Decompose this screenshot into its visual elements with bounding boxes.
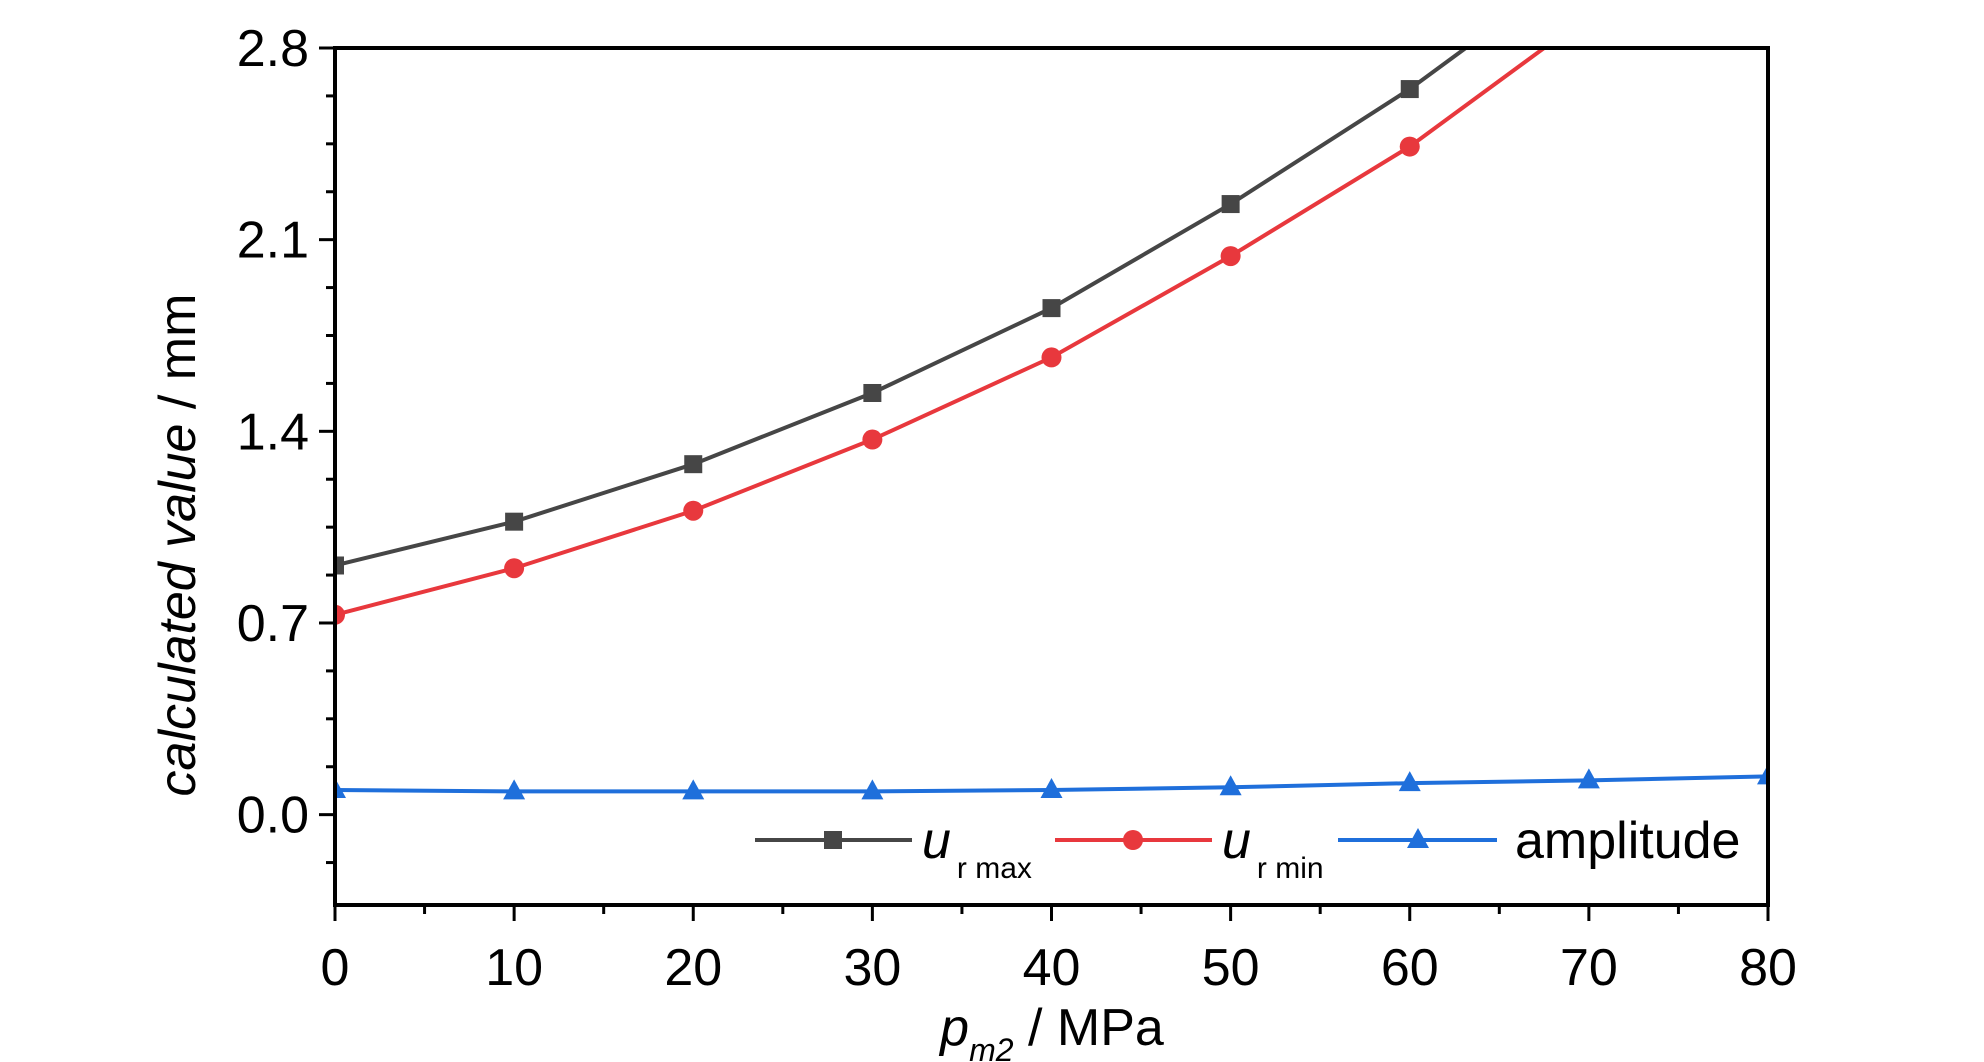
point-u-r-max-10 xyxy=(505,512,524,531)
x-tick-label-60: 60 xyxy=(1381,939,1439,997)
point-u-r-min-0 xyxy=(335,604,345,625)
x-tick-label-30: 30 xyxy=(843,939,901,997)
x-tick-label-70: 70 xyxy=(1560,939,1618,997)
series-layer xyxy=(335,5,1768,800)
y-tick-label-1.4: 1.4 xyxy=(237,403,309,461)
legend-marker-amplitude xyxy=(1407,828,1429,848)
point-u-r-min-10 xyxy=(504,558,525,579)
x-tick-label-0: 0 xyxy=(321,939,350,997)
series-amplitude xyxy=(335,764,1768,800)
point-u-r-min-20 xyxy=(683,500,704,521)
legend-item-amplitude: amplitude xyxy=(1338,812,1740,870)
series-u-r-min xyxy=(335,5,1599,625)
point-u-r-min-30 xyxy=(862,429,883,450)
point-amplitude-70 xyxy=(1577,768,1600,789)
series-u-r-max xyxy=(335,48,1470,575)
point-u-r-max-0 xyxy=(335,556,344,575)
point-u-r-min-70 xyxy=(1579,5,1599,25)
x-tick-label-20: 20 xyxy=(664,939,722,997)
legend-marker-u-r-max xyxy=(824,831,842,849)
legend-main-u-r-max: u xyxy=(922,812,951,870)
y-axis-title-italic: calculated value xyxy=(149,424,207,797)
point-u-r-max-60 xyxy=(1400,80,1419,99)
point-u-r-max-20 xyxy=(684,455,703,474)
point-amplitude-40 xyxy=(1040,778,1063,799)
y-axis-title-suffix: / mm xyxy=(149,294,207,424)
point-amplitude-50 xyxy=(1219,775,1242,796)
series-line-u-r-max xyxy=(335,48,1470,568)
point-amplitude-60 xyxy=(1398,771,1421,792)
x-axis-title-suffix: / MPa xyxy=(1014,999,1164,1057)
point-amplitude-10 xyxy=(503,779,526,800)
legend-marker-u-r-min xyxy=(1123,830,1143,850)
point-amplitude-20 xyxy=(682,779,705,800)
x-tick-label-40: 40 xyxy=(1023,939,1081,997)
point-amplitude-80 xyxy=(1757,764,1768,785)
legend-sub-u-r-min: r min xyxy=(1257,852,1324,885)
x-axis-title-sub: m2 xyxy=(969,1032,1014,1062)
plot-frame xyxy=(333,46,1770,907)
point-amplitude-30 xyxy=(861,779,884,800)
point-u-r-min-50 xyxy=(1220,246,1241,267)
x-axis-title-main: p xyxy=(938,999,969,1057)
legend-sub-u-r-max: r max xyxy=(957,852,1032,885)
y-tick-label-0: 0.0 xyxy=(237,787,309,845)
x-axis-title: pm2 / MPa xyxy=(938,999,1164,1062)
x-tick-label-10: 10 xyxy=(485,939,543,997)
legend-main-u-r-min: u xyxy=(1222,812,1251,870)
y-tick-label-0.7: 0.7 xyxy=(237,595,309,653)
point-u-r-max-30 xyxy=(863,383,882,402)
point-amplitude-0 xyxy=(335,778,346,799)
point-u-r-max-50 xyxy=(1221,195,1240,214)
y-tick-label-2.8: 2.8 xyxy=(237,20,309,78)
y-tick-label-2.1: 2.1 xyxy=(237,212,309,270)
y-axis-title: calculated value / mm xyxy=(149,294,207,797)
x-tick-label-50: 50 xyxy=(1202,939,1260,997)
axis-ticks: 0 10 20 30 40 50 60 70 80 0.0 0.7 1.4 2.1 2.8 xyxy=(237,20,1797,997)
point-u-r-min-60 xyxy=(1399,136,1420,157)
legend-label-amplitude: amplitude xyxy=(1515,812,1740,870)
point-u-r-min-40 xyxy=(1041,347,1062,368)
point-u-r-max-40 xyxy=(1042,299,1061,318)
x-tick-label-80: 80 xyxy=(1739,939,1797,997)
